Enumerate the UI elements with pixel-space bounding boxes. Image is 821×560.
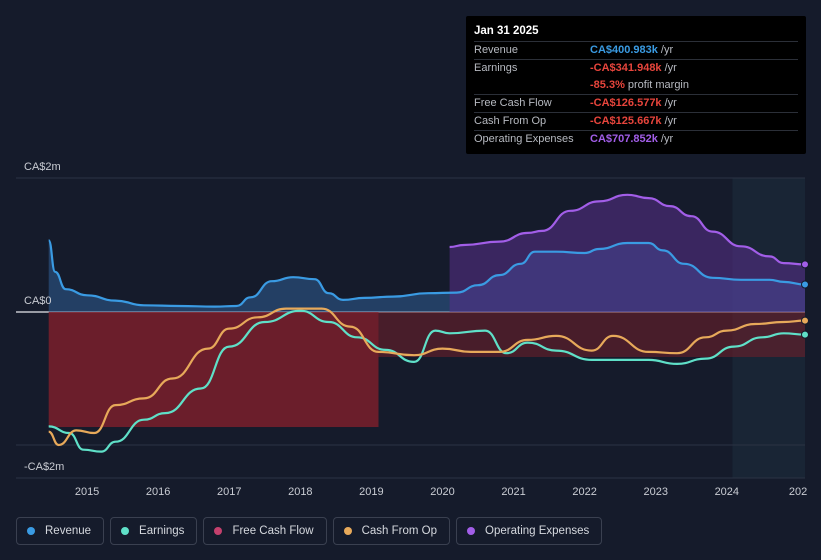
y-tick-label: -CA$2m [24,461,64,473]
tooltip-row-value: -CA$341.948k [590,62,662,74]
x-tick-label: 2015 [75,486,99,498]
tooltip-row-value: CA$400.983k [590,44,658,56]
series-lines [47,193,806,453]
y-tick-label: CA$0 [24,295,52,307]
x-tick-label: 2024 [715,486,739,498]
tooltip-date: Jan 31 2025 [474,25,539,37]
tooltip-row-value: -CA$126.577k [590,97,662,109]
legend-item-earnings[interactable]: Earnings [110,517,198,545]
legend-item-free-cash-flow[interactable]: Free Cash Flow [203,517,327,545]
tooltip-rows: Revenue CA$400.983k/yr Earnings -CA$341.948… [474,41,798,148]
tooltip-row: Operating Expenses CA$707.852k/yr [474,130,798,148]
operating-expenses-area [449,194,805,312]
cash-from-op-line [48,307,806,447]
legend-item-cash-from-op[interactable]: Cash From Op [332,517,451,545]
cash-from-op-end-marker [801,316,809,325]
data-tooltip: Jan 31 2025 Revenue CA$400.983k/yr Earning… [466,16,806,154]
end-markers [801,260,809,339]
x-tick-label: 202 [789,486,807,498]
series-areas [48,194,805,428]
tooltip-row-unit: /yr [664,97,677,109]
x-tick-label: 2022 [572,486,596,498]
y-tick-label: CA$2m [24,161,61,173]
y-axis-labels: CA$2m CA$0 -CA$2m [24,161,64,473]
operating-expenses-end-marker [801,260,809,269]
legend-label: Cash From Op [361,525,438,537]
tooltip-row-label: Revenue [474,44,519,56]
legend-dot-icon [467,527,476,535]
tooltip-row-label: Free Cash Flow [474,97,552,109]
legend-item-operating-expenses[interactable]: Operating Expenses [456,517,603,545]
tooltip-row-label: Earnings [474,62,518,74]
legend-label: Revenue [45,525,92,537]
x-tick-label: 2017 [217,486,241,498]
legend-item-revenue[interactable]: Revenue [16,517,105,545]
tooltip-row-label [474,77,590,94]
tooltip-row-unit: /yr [660,133,674,145]
x-tick-label: 2016 [146,486,170,498]
legend-dot-icon [27,527,35,535]
tooltip-row-unit: /yr [664,115,677,127]
legend-dot-icon [343,527,352,535]
x-tick-label: 2023 [643,486,667,498]
legend-label: Earnings [139,525,185,537]
tooltip-row: Free Cash Flow -CA$126.577k/yr [474,94,798,112]
tooltip-row: Earnings -CA$341.948k/yr [474,59,798,77]
legend-dot-icon [121,527,130,535]
x-tick-label: 2019 [359,486,383,498]
x-tick-label: 2021 [501,486,525,498]
tooltip-row-label: Operating Expenses [474,133,574,145]
tooltip-row-unit: /yr [664,62,677,74]
tooltip-row-value: -85.3% [590,79,625,91]
tooltip-row-value: -CA$125.667k [590,115,662,127]
legend-label: Operating Expenses [485,525,590,537]
tooltip-row-value: CA$707.852k [590,133,658,145]
operating-expenses-line [449,193,806,266]
tooltip-row: -85.3% profit margin [474,77,798,94]
earnings-end-marker [801,330,809,339]
legend-label: Free Cash Flow [232,525,314,537]
x-axis-labels: 2015 2016 2017 2018 2019 2020 2021 2022 2023 2024… [75,486,807,498]
tooltip-row: Cash From Op -CA$125.667k/yr [474,112,798,130]
tooltip-row: Revenue CA$400.983k/yr [474,41,798,59]
legend-dot-icon [214,527,223,535]
tooltip-row-unit: profit margin [627,79,689,91]
x-tick-label: 2020 [430,486,454,498]
tooltip-row-unit: /yr [660,44,674,56]
legend: Revenue Earnings Free Cash Flow Cash From O… [16,517,608,545]
x-tick-label: 2018 [288,486,312,498]
earnings-line [48,309,806,453]
tooltip-row-label: Cash From Op [474,115,547,127]
revenue-line [47,239,806,308]
revenue-end-marker [801,280,809,289]
